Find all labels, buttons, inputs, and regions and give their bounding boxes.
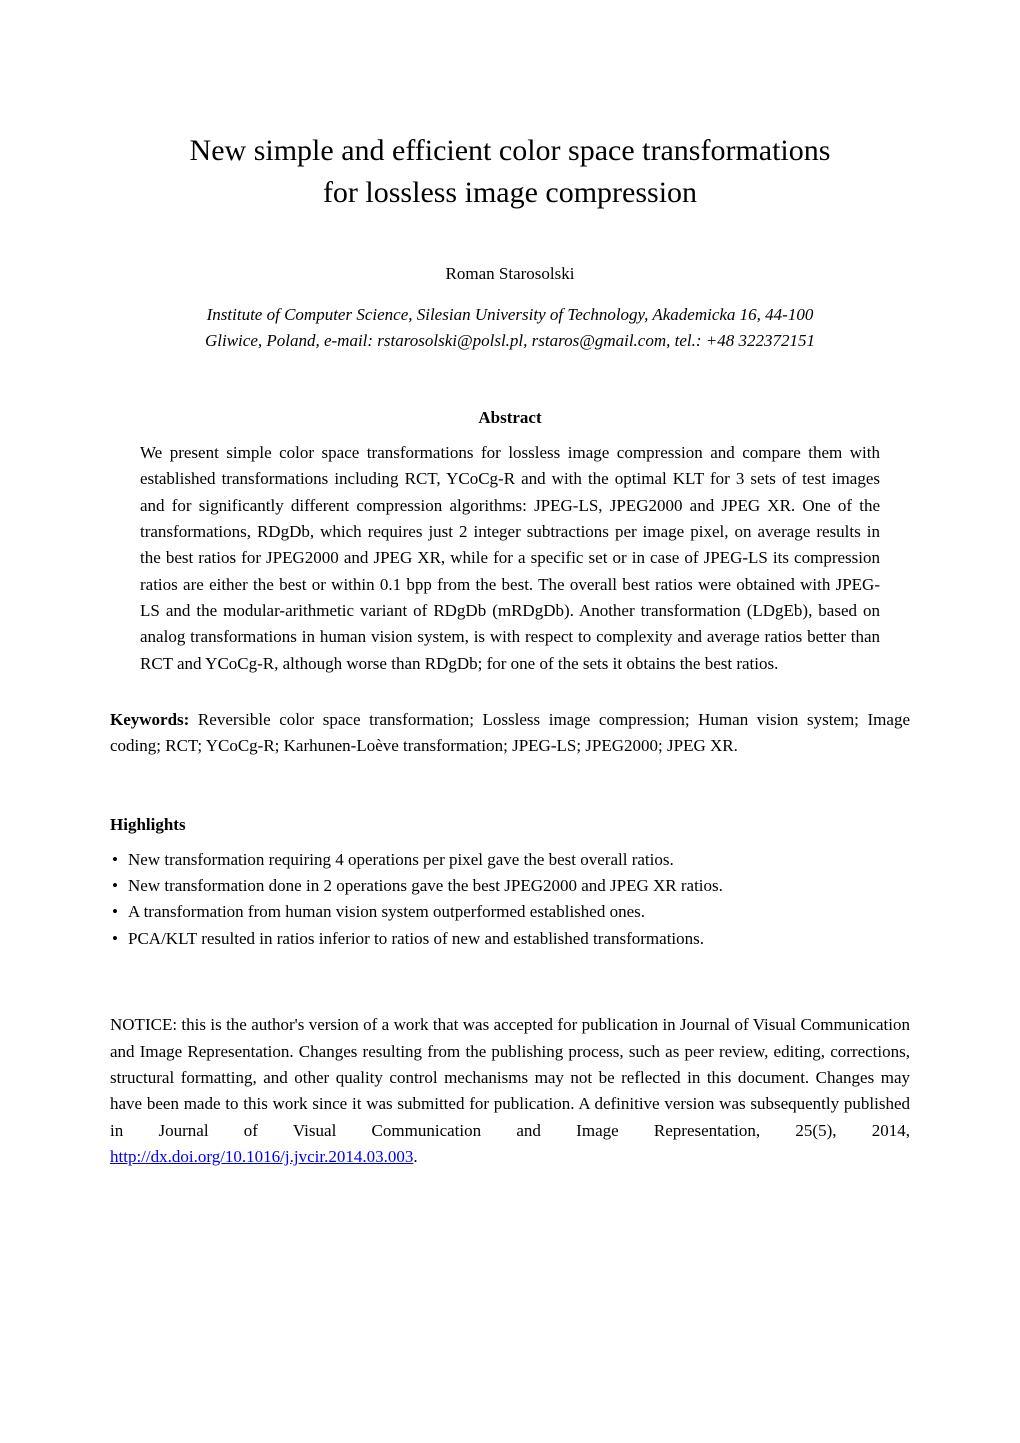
highlight-item: PCA/KLT resulted in ratios inferior to r…	[110, 926, 910, 952]
notice-prefix: NOTICE: this is the author's version of …	[110, 1015, 910, 1139]
highlight-item: A transformation from human vision syste…	[110, 899, 910, 925]
notice-suffix: .	[413, 1147, 417, 1166]
highlights-list: New transformation requiring 4 operation…	[110, 847, 910, 952]
title-line-1: New simple and efficient color space tra…	[190, 134, 831, 167]
author-name: Roman Starosolski	[110, 264, 910, 284]
keywords-text: Reversible color space transformation; L…	[110, 710, 910, 755]
highlight-item: New transformation requiring 4 operation…	[110, 847, 910, 873]
highlight-item: New transformation done in 2 operations …	[110, 873, 910, 899]
doi-link[interactable]: http://dx.doi.org/10.1016/j.jvcir.2014.0…	[110, 1147, 413, 1166]
title-line-2: for lossless image compression	[323, 176, 697, 209]
abstract-body: We present simple color space transforma…	[110, 440, 910, 677]
notice-text: NOTICE: this is the author's version of …	[110, 1012, 910, 1170]
author-affiliation: Institute of Computer Science, Silesian …	[110, 302, 910, 353]
highlights-heading: Highlights	[110, 815, 910, 835]
keywords-section: Keywords: Reversible color space transfo…	[110, 707, 910, 760]
affiliation-line-2: Gliwice, Poland, e-mail: rstarosolski@po…	[205, 331, 815, 350]
affiliation-line-1: Institute of Computer Science, Silesian …	[207, 305, 814, 324]
keywords-label: Keywords:	[110, 710, 189, 729]
paper-title: New simple and efficient color space tra…	[110, 130, 910, 214]
abstract-heading: Abstract	[110, 408, 910, 428]
